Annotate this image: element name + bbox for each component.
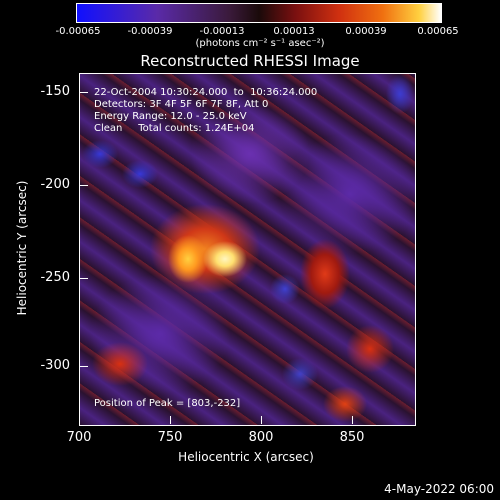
x-tick-label: 700 xyxy=(66,430,92,445)
x-tick-label: 750 xyxy=(157,430,183,445)
y-tick-label: -200 xyxy=(40,177,70,192)
x-tick-mark xyxy=(352,416,353,424)
peak-position-text: Position of Peak = [803,-232] xyxy=(94,398,241,409)
clean-counts-text: Clean Total counts: 1.24E+04 xyxy=(94,123,255,134)
y-tick-label: -150 xyxy=(40,84,70,99)
y-tick-mark xyxy=(80,278,88,279)
y-tick-mark xyxy=(80,366,88,367)
x-tick-label: 850 xyxy=(339,430,365,445)
colorbar-tick-label: -0.00013 xyxy=(199,26,245,37)
y-tick-label: -250 xyxy=(40,270,70,285)
y-axis-label: Heliocentric Y (arcsec) xyxy=(15,180,29,316)
colorbar xyxy=(76,3,442,23)
rhessi-image xyxy=(79,73,416,426)
plot-title: Reconstructed RHESSI Image xyxy=(140,52,360,70)
colorbar-tick-label: 0.00013 xyxy=(273,26,315,37)
y-tick-label: -300 xyxy=(40,358,70,373)
energy-range-text: Energy Range: 12.0 - 25.0 keV xyxy=(94,111,247,122)
colorbar-tick-label: 0.00039 xyxy=(345,26,387,37)
x-axis-label: Heliocentric X (arcsec) xyxy=(178,450,314,464)
x-tick-mark xyxy=(170,416,171,424)
x-tick-mark xyxy=(261,416,262,424)
colorbar-tick-label: -0.00039 xyxy=(127,26,173,37)
x-tick-label: 800 xyxy=(248,430,274,445)
y-tick-mark xyxy=(80,185,88,186)
colorbar-tick-label: -0.00065 xyxy=(55,26,101,37)
colorbar-tick-label: 0.00065 xyxy=(417,26,459,37)
y-tick-mark xyxy=(80,92,88,93)
colorbar-unit-label: (photons cm⁻² s⁻¹ asec⁻²) xyxy=(195,38,325,49)
date-stamp: 4-May-2022 06:00 xyxy=(384,482,494,496)
detectors-text: Detectors: 3F 4F 5F 6F 7F 8F, Att 0 xyxy=(94,99,269,110)
time-range-text: 22-Oct-2004 10:30:24.000 to 10:36:24.000 xyxy=(94,87,318,98)
